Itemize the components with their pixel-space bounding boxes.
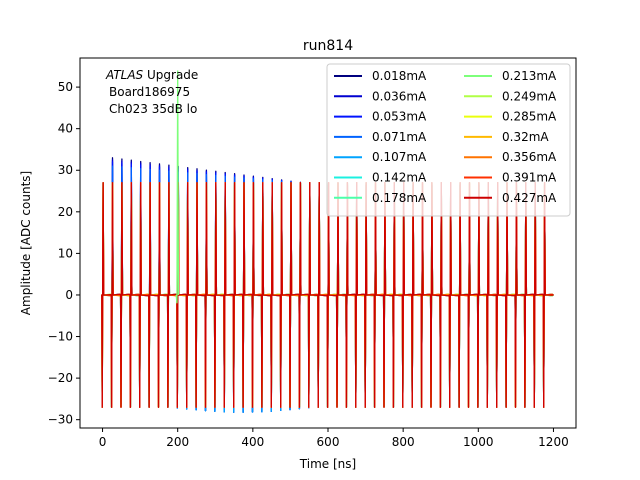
legend-label: 0.213mA — [502, 69, 557, 83]
trace-0-427mA — [101, 182, 554, 408]
y-tick-label: 50 — [58, 80, 73, 94]
legend-label: 0.178mA — [372, 191, 427, 205]
legend-label: 0.071mA — [372, 130, 427, 144]
legend-label: 0.036mA — [372, 89, 427, 103]
annotation-board: Board186975 — [109, 85, 190, 99]
y-tick-label: 20 — [58, 205, 73, 219]
atlas-annotation: ATLAS Upgrade Board186975 Ch023 35dB lo — [105, 68, 198, 116]
x-axis: 0 200 400 600 800 1000 1200 — [99, 428, 569, 449]
x-tick-label: 0 — [99, 435, 107, 449]
y-axis-label: Amplitude [ADC counts] — [19, 171, 33, 315]
x-tick-label: 200 — [166, 435, 189, 449]
y-tick-label: 10 — [58, 246, 73, 260]
legend-label: 0.32mA — [502, 130, 549, 144]
x-tick-label: 1200 — [538, 435, 569, 449]
annotation-channel: Ch023 35dB lo — [109, 102, 197, 116]
x-tick-label: 600 — [317, 435, 340, 449]
legend-label: 0.427mA — [502, 191, 557, 205]
legend-label: 0.285mA — [502, 110, 557, 124]
y-tick-label: 40 — [58, 122, 73, 136]
legend-label: 0.142mA — [372, 171, 427, 185]
legend-frame — [326, 63, 571, 217]
annotation-line1: ATLAS Upgrade — [105, 68, 198, 82]
x-axis-label: Time [ns] — [299, 457, 356, 471]
legend-label: 0.018mA — [372, 69, 427, 83]
traces — [101, 70, 554, 413]
x-tick-label: 800 — [392, 435, 415, 449]
x-tick-label: 1000 — [463, 435, 494, 449]
x-tick-label: 400 — [241, 435, 264, 449]
legend-label: 0.053mA — [372, 110, 427, 124]
y-tick-label: 0 — [65, 288, 73, 302]
legend: 0.018mA 0.036mA 0.053mA 0.071mA 0.107mA 0.142… — [326, 63, 571, 217]
y-tick-label: −20 — [48, 371, 73, 385]
y-tick-label: 30 — [58, 163, 73, 177]
y-tick-label: −30 — [48, 413, 73, 427]
y-tick-label: −10 — [48, 330, 73, 344]
chart-title: run814 — [303, 38, 353, 54]
annotation-upgrade: Upgrade — [143, 68, 198, 82]
legend-label: 0.107mA — [372, 150, 427, 164]
legend-label: 0.356mA — [502, 150, 557, 164]
y-axis: −30 −20 −10 0 10 20 30 40 50 — [48, 80, 80, 427]
legend-label: 0.391mA — [502, 171, 557, 185]
annotation-atlas: ATLAS — [105, 68, 144, 82]
trace-spike — [175, 70, 180, 304]
legend-label: 0.249mA — [502, 89, 557, 103]
